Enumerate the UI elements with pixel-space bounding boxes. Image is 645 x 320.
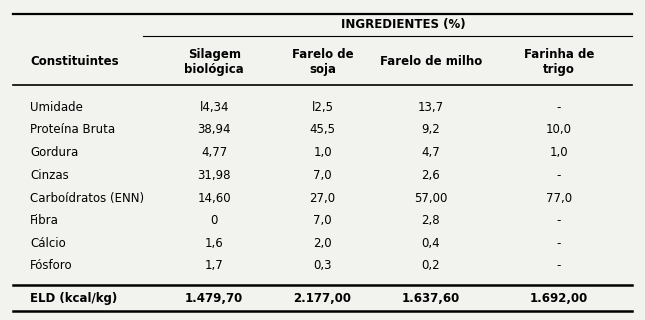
- Text: Farelo de milho: Farelo de milho: [380, 55, 482, 68]
- Text: 0,4: 0,4: [422, 237, 440, 250]
- Text: 2.177,00: 2.177,00: [293, 292, 352, 305]
- Text: -: -: [557, 169, 561, 182]
- Text: 77,0: 77,0: [546, 192, 572, 204]
- Text: 1.692,00: 1.692,00: [530, 292, 588, 305]
- Text: 10,0: 10,0: [546, 124, 572, 136]
- Text: -: -: [557, 214, 561, 227]
- Text: 1,6: 1,6: [204, 237, 224, 250]
- Text: Carboídratos (ENN): Carboídratos (ENN): [30, 192, 144, 204]
- Text: 0,2: 0,2: [422, 260, 440, 273]
- Text: 1.479,70: 1.479,70: [185, 292, 243, 305]
- Text: Gordura: Gordura: [30, 146, 79, 159]
- Text: 13,7: 13,7: [418, 101, 444, 114]
- Text: 1.637,60: 1.637,60: [402, 292, 460, 305]
- Text: Constituintes: Constituintes: [30, 55, 119, 68]
- Text: Proteína Bruta: Proteína Bruta: [30, 124, 115, 136]
- Text: 7,0: 7,0: [313, 169, 332, 182]
- Text: 0,3: 0,3: [313, 260, 332, 273]
- Text: 1,0: 1,0: [313, 146, 332, 159]
- Text: 0: 0: [210, 214, 218, 227]
- Text: 7,0: 7,0: [313, 214, 332, 227]
- Text: 31,98: 31,98: [197, 169, 231, 182]
- Text: -: -: [557, 101, 561, 114]
- Text: Cálcio: Cálcio: [30, 237, 66, 250]
- Text: 14,60: 14,60: [197, 192, 231, 204]
- Text: 2,6: 2,6: [421, 169, 441, 182]
- Text: Cinzas: Cinzas: [30, 169, 69, 182]
- Text: 4,77: 4,77: [201, 146, 227, 159]
- Text: 1,7: 1,7: [204, 260, 224, 273]
- Text: Farelo de
soja: Farelo de soja: [292, 48, 353, 76]
- Text: Fósforo: Fósforo: [30, 260, 73, 273]
- Text: Silagem
biológica: Silagem biológica: [184, 48, 244, 76]
- Text: Farinha de
trigo: Farinha de trigo: [524, 48, 594, 76]
- Text: Umidade: Umidade: [30, 101, 83, 114]
- Text: INGREDIENTES (%): INGREDIENTES (%): [341, 18, 465, 31]
- Text: l2,5: l2,5: [312, 101, 333, 114]
- Text: 9,2: 9,2: [421, 124, 441, 136]
- Text: Fibra: Fibra: [30, 214, 59, 227]
- Text: ELD (kcal/kg): ELD (kcal/kg): [30, 292, 117, 305]
- Text: 45,5: 45,5: [310, 124, 335, 136]
- Text: 38,94: 38,94: [197, 124, 231, 136]
- Text: -: -: [557, 237, 561, 250]
- Text: 27,0: 27,0: [310, 192, 335, 204]
- Text: -: -: [557, 260, 561, 273]
- Text: 4,7: 4,7: [421, 146, 441, 159]
- Text: 2,0: 2,0: [313, 237, 332, 250]
- Text: l4,34: l4,34: [199, 101, 229, 114]
- Text: 2,8: 2,8: [422, 214, 440, 227]
- Text: 57,00: 57,00: [414, 192, 448, 204]
- Text: 1,0: 1,0: [550, 146, 568, 159]
